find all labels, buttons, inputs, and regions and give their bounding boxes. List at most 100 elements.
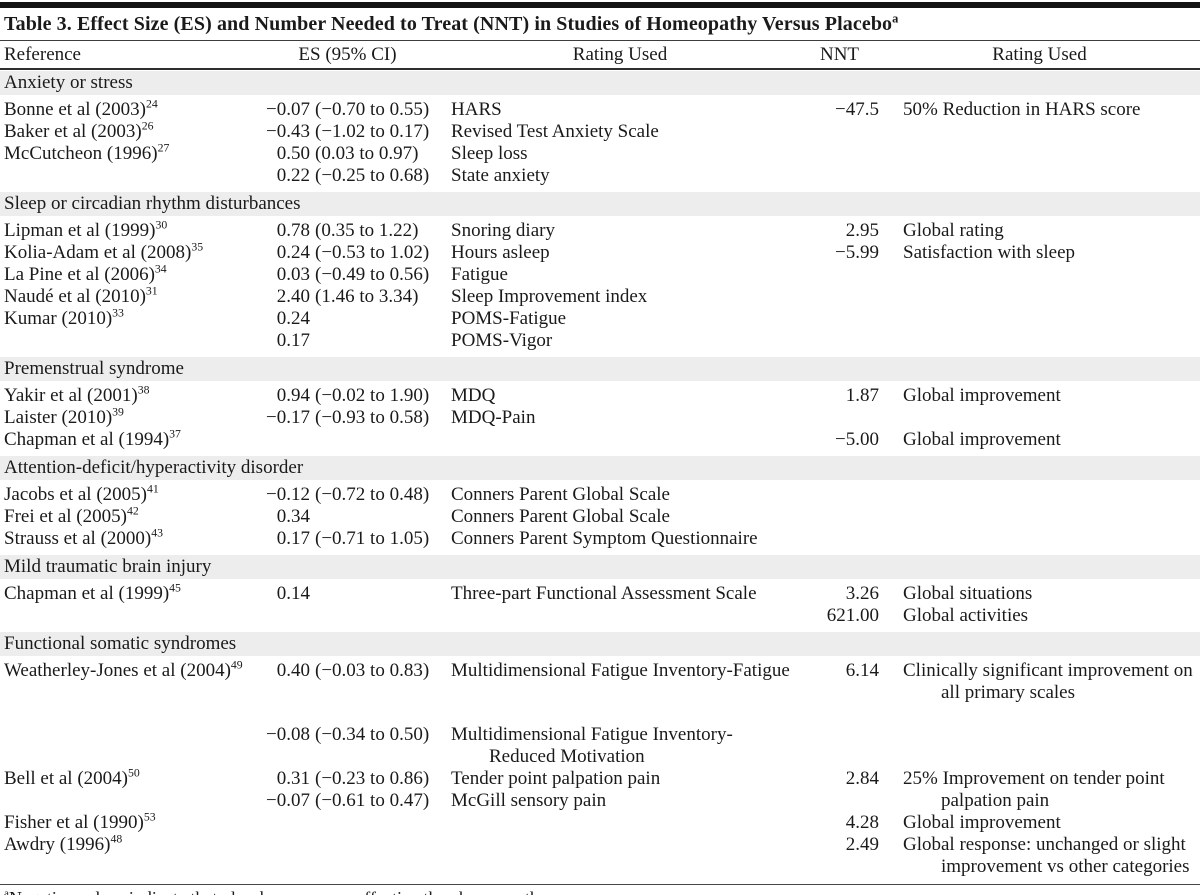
nnt-rating-used-cell: Global response: unchanged or slight imp… — [879, 834, 1200, 878]
rating-used-cell: MDQ — [440, 385, 800, 407]
section-header-row: Attention-deficit/hyperactivity disorder — [0, 456, 1200, 480]
confidence-interval: (−0.49 to 0.56) — [315, 264, 430, 285]
column-header-rating-used-2: Rating Used — [992, 43, 1087, 65]
confidence-interval: (0.03 to 0.97) — [315, 143, 419, 164]
effect-size-line: −0.43 (−1.02 to 0.17) — [255, 121, 440, 143]
reference-cell: Naudé et al (2010)31 — [4, 286, 255, 308]
nnt-rating-used-cell — [879, 407, 1200, 429]
nnt-cell: 4.28 — [800, 812, 879, 834]
effect-size-value: 0.22 — [276, 165, 310, 186]
nnt-rating-used-cell — [879, 143, 1200, 165]
nnt-cell — [800, 165, 879, 187]
effect-size-line: 0.17 (−0.71 to 1.05) — [255, 528, 440, 550]
reference-text: Lipman et al (1999) — [4, 220, 156, 241]
table-row: Kumar (2010)33 0.24 POMS-Fatigue — [0, 308, 1200, 330]
rating-used-text: POMS-Vigor — [451, 330, 553, 351]
nnt-rating-used-cell: Global rating — [879, 220, 1200, 242]
rating-used-cell: MDQ-Pain — [440, 407, 800, 429]
rating-used-cell: Conners Parent Global Scale — [440, 484, 800, 506]
footnotes: aNegative values indicate that placebo w… — [0, 885, 1200, 895]
effect-size-line: −0.07 (−0.61 to 0.47) — [255, 790, 440, 812]
rating-used-cell: Hours asleep — [440, 242, 800, 264]
reference-cell: Frei et al (2005)42 — [4, 506, 255, 528]
nnt-cell — [800, 143, 879, 165]
effect-size-value: −0.43 — [266, 121, 310, 142]
table-row: Chapman et al (1999)45 0.14 Three-part Fun… — [0, 583, 1200, 627]
table-title-text: Table 3. Effect Size (ES) and Number Nee… — [4, 13, 893, 35]
column-header-rating-used-1: Rating Used — [572, 43, 668, 65]
table-row: Strauss et al (2000)43 0.17 (−0.71 to 1.05… — [0, 528, 1200, 550]
reference-text: Yakir et al (2001) — [4, 385, 138, 406]
effect-size-line: 2.40 (1.46 to 3.34) — [255, 286, 440, 308]
nnt-rating-used-cell: Global improvement — [879, 812, 1200, 834]
effect-size-cell: 0.34 — [255, 506, 440, 528]
effect-size-value: −0.17 — [266, 407, 310, 428]
nnt-value: 2.49 — [845, 834, 879, 855]
nnt-rating-used-cell — [879, 308, 1200, 330]
rating-used-text: Multidimensional Fatigue Inventory-Fatig… — [451, 660, 790, 681]
effect-size-line: 0.78 (0.35 to 1.22) — [255, 220, 440, 242]
rating-used-cell: POMS-Vigor — [440, 330, 800, 352]
table-row: Yakir et al (2001)38 0.94 (−0.02 to 1.90) M… — [0, 385, 1200, 407]
footnote-divider-rule — [0, 884, 1200, 885]
confidence-interval: (−0.70 to 0.55) — [315, 99, 430, 120]
reference-text: Fisher et al (1990) — [4, 812, 144, 833]
reference-cell: Bonne et al (2003)24 — [4, 99, 255, 121]
rating-used-text: MDQ-Pain — [451, 407, 536, 428]
effect-size-cell: −0.07 (−0.70 to 0.55) — [255, 99, 440, 121]
citation-superscript: 27 — [157, 143, 170, 155]
reference-cell: Yakir et al (2001)38 — [4, 385, 255, 407]
table-row: Bonne et al (2003)24 −0.07 (−0.70 to 0.55)… — [0, 99, 1200, 121]
effect-size-line: 0.22 (−0.25 to 0.68) — [255, 165, 440, 187]
reference-cell: Lipman et al (1999)30 — [4, 220, 255, 242]
citation-superscript: 37 — [169, 429, 181, 441]
reference-cell — [4, 330, 255, 352]
effect-size-value: 0.31 — [276, 768, 310, 789]
rating-used-text: Conners Parent Symptom Questionnaire — [451, 528, 758, 549]
reference-cell: Awdry (1996)48 — [4, 834, 255, 878]
effect-size-line: 0.24 (−0.53 to 1.02) — [255, 242, 440, 264]
effect-size-line: −0.12 (−0.72 to 0.48) — [255, 484, 440, 506]
reference-text: Kumar (2010) — [4, 308, 113, 329]
reference-cell: McCutcheon (1996)27 — [4, 143, 255, 165]
table-top-rule — [0, 2, 1200, 8]
effect-size-cell — [255, 834, 440, 878]
nnt-rating-used-text: Global activities — [903, 605, 1029, 626]
title-divider-rule — [0, 40, 1200, 41]
table-row: Chapman et al (1994)37 −5.00 Global improv… — [0, 429, 1200, 451]
rating-used-text: MDQ — [451, 385, 496, 406]
effect-size-value: 0.34 — [276, 506, 310, 527]
nnt-rating-used-cell — [879, 506, 1200, 528]
confidence-interval: (−1.02 to 0.17) — [315, 121, 430, 142]
confidence-interval: (−0.71 to 1.05) — [315, 528, 430, 549]
reference-cell: Jacobs et al (2005)41 — [4, 484, 255, 506]
effect-size-cell — [255, 812, 440, 834]
reference-text: Baker et al (2003) — [4, 121, 142, 142]
effect-size-cell: 0.78 (0.35 to 1.22) — [255, 220, 440, 242]
rating-used-text: Hours asleep — [451, 242, 550, 263]
nnt-rating-used-cell — [879, 286, 1200, 308]
effect-size-value: 0.78 — [276, 220, 310, 241]
reference-cell: Weatherley-Jones et al (2004)49 — [4, 660, 255, 704]
effect-size-line: 0.24 — [255, 308, 440, 330]
effect-size-line: 0.94 (−0.02 to 1.90) — [255, 385, 440, 407]
confidence-interval: (−0.23 to 0.86) — [315, 768, 430, 789]
effect-size-value: −0.07 — [266, 99, 310, 120]
effect-size-cell: 0.14 — [255, 583, 440, 627]
table-row: Bell et al (2004)50 0.31 (−0.23 to 0.86) −0… — [0, 768, 1200, 812]
effect-size-line: −0.08 (−0.34 to 0.50) — [255, 724, 440, 746]
section-rows: Yakir et al (2001)38 0.94 (−0.02 to 1.90) M… — [0, 381, 1200, 455]
nnt-rating-used-text: Global improvement — [903, 385, 1061, 406]
footnote-a-marker: a — [4, 888, 9, 895]
nnt-cell: 2.95 — [800, 220, 879, 242]
nnt-rating-used-cell — [879, 528, 1200, 550]
nnt-value: 2.84 — [845, 768, 879, 789]
effect-size-line: 0.40 (−0.03 to 0.83) — [255, 660, 440, 682]
nnt-cell — [800, 264, 879, 286]
nnt-value: 621.00 — [826, 605, 879, 626]
nnt-cell: −47.5 — [800, 99, 879, 121]
effect-size-value: 0.03 — [276, 264, 310, 285]
table-body: Anxiety or stress Bonne et al (2003)24 −0.… — [0, 71, 1200, 882]
reference-cell: Chapman et al (1994)37 — [4, 429, 255, 451]
table-row: −0.08 (−0.34 to 0.50) Multidimensional Fat… — [0, 724, 1200, 768]
